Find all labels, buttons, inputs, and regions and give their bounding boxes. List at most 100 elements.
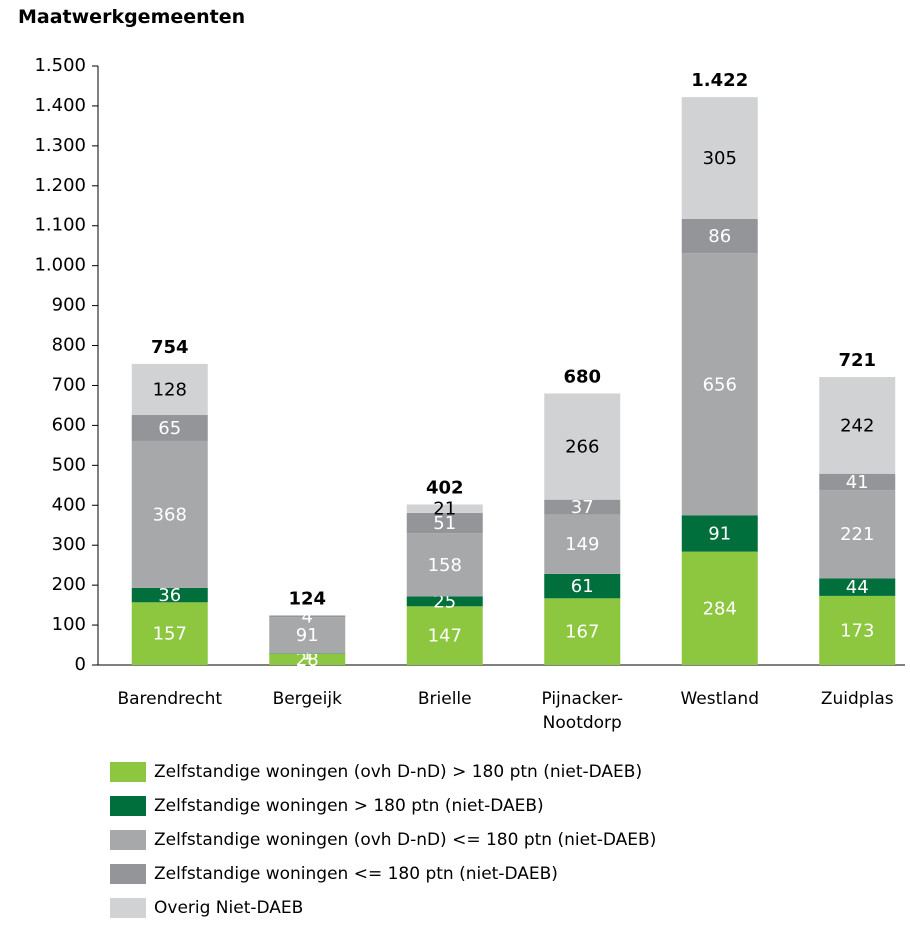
x-tick-label: Westland: [680, 689, 759, 709]
data-label: 656: [703, 374, 737, 395]
legend-label: Zelfstandige woningen <= 180 ptn (niet-D…: [154, 864, 558, 884]
bar-segment: [269, 615, 346, 618]
x-tick-label: Brielle: [417, 689, 472, 709]
data-label: 167: [565, 622, 599, 643]
bar-segment: [269, 653, 346, 665]
data-label: 158: [428, 555, 462, 576]
legend-swatch: [110, 898, 146, 918]
bar-segment: [544, 598, 621, 665]
legend-swatch: [110, 762, 146, 782]
bar-segment: [544, 514, 621, 574]
y-tick-label: 200: [52, 574, 86, 595]
chart-title: Maatwerkgemeenten: [18, 6, 246, 28]
data-label: 21: [433, 499, 456, 520]
bar-segment: [131, 440, 208, 588]
data-label: 91: [708, 523, 731, 544]
data-label: 173: [840, 620, 874, 641]
y-tick-label: 400: [52, 494, 86, 515]
y-tick-label: 1.000: [34, 255, 86, 276]
data-label: 242: [840, 415, 874, 436]
legend-swatch: [110, 830, 146, 850]
legend-item: Zelfstandige woningen (ovh D-nD) <= 180 …: [110, 828, 656, 852]
data-label: 86: [708, 226, 731, 247]
total-label: 721: [838, 350, 876, 371]
y-tick-label: 500: [52, 454, 86, 475]
data-label: 284: [703, 598, 737, 619]
x-tick-label: Zuidplas: [820, 689, 894, 709]
data-label: 91: [296, 625, 319, 646]
legend-item: Overig Niet-DAEB: [110, 896, 303, 920]
data-label: 37: [571, 497, 594, 518]
y-tick-label: 1.100: [34, 215, 86, 236]
data-label: 1: [302, 644, 313, 665]
bar-segment: [819, 595, 896, 665]
bar-segment: [406, 596, 483, 607]
data-label: 4: [302, 606, 313, 627]
bar-segment: [681, 515, 758, 552]
data-label: 28: [296, 649, 319, 670]
data-label: 61: [571, 576, 594, 597]
legend-label: Zelfstandige woningen (ovh D-nD) <= 180 …: [154, 830, 657, 850]
data-label: 157: [153, 624, 187, 645]
y-tick-label: 1.300: [34, 135, 86, 156]
bar-segment: [819, 473, 896, 491]
bar-segment: [131, 587, 208, 603]
x-tick-label: Pijnacker- Nootdorp: [541, 689, 624, 733]
y-tick-label: 600: [52, 414, 86, 435]
data-label: 51: [433, 513, 456, 534]
bar-segment: [681, 218, 758, 254]
y-tick-label: 1.400: [34, 95, 86, 116]
total-label: 1.422: [691, 70, 748, 91]
x-tick-label: Barendrecht: [117, 689, 223, 709]
bar-segment: [544, 573, 621, 599]
y-tick-label: 1.200: [34, 175, 86, 196]
legend-swatch: [110, 864, 146, 884]
data-label: 128: [153, 379, 187, 400]
total-label: 124: [288, 588, 326, 609]
bar-segment: [131, 363, 208, 416]
data-label: 44: [846, 577, 869, 598]
y-tick-label: 1.500: [34, 55, 86, 76]
y-tick-label: 700: [52, 374, 86, 395]
total-label: 680: [563, 366, 601, 387]
total-label: 402: [426, 477, 464, 498]
legend-item: Zelfstandige woningen (ovh D-nD) > 180 p…: [110, 760, 642, 784]
y-tick-label: 900: [52, 295, 86, 316]
data-label: 41: [846, 472, 869, 493]
legend-label: Zelfstandige woningen > 180 ptn (niet-DA…: [154, 796, 544, 816]
bar-segment: [406, 504, 483, 513]
total-label: 754: [151, 337, 189, 358]
legend-item: Zelfstandige woningen <= 180 ptn (niet-D…: [110, 862, 558, 886]
bar-segment: [681, 253, 758, 516]
data-label: 147: [428, 626, 462, 647]
legend-item: Zelfstandige woningen > 180 ptn (niet-DA…: [110, 794, 544, 818]
legend-swatch: [110, 796, 146, 816]
y-tick-label: 300: [52, 534, 86, 555]
data-label: 36: [158, 585, 181, 606]
y-tick-label: 800: [52, 335, 86, 356]
data-label: 149: [565, 534, 599, 555]
x-tick-label: Bergeijk: [272, 689, 342, 709]
legend-label: Zelfstandige woningen (ovh D-nD) > 180 p…: [154, 762, 643, 782]
legend-label: Overig Niet-DAEB: [154, 898, 304, 918]
bar-segment: [406, 533, 483, 597]
y-tick-label: 100: [52, 614, 86, 635]
bar-segment: [681, 551, 758, 665]
bar-segment: [819, 490, 896, 579]
bar-segment: [269, 617, 346, 654]
data-label: 266: [565, 437, 599, 458]
bar-segment: [131, 602, 208, 665]
bar-segment: [819, 578, 896, 596]
data-label: 25: [433, 591, 456, 612]
bar-segment: [544, 393, 621, 500]
bar-segment: [819, 377, 896, 474]
bar-segment: [544, 499, 621, 515]
data-label: 305: [703, 148, 737, 169]
data-label: 65: [158, 418, 181, 439]
bar-segment: [681, 97, 758, 219]
bar-segment: [406, 606, 483, 665]
y-tick-label: 0: [75, 654, 86, 675]
data-label: 368: [153, 504, 187, 525]
